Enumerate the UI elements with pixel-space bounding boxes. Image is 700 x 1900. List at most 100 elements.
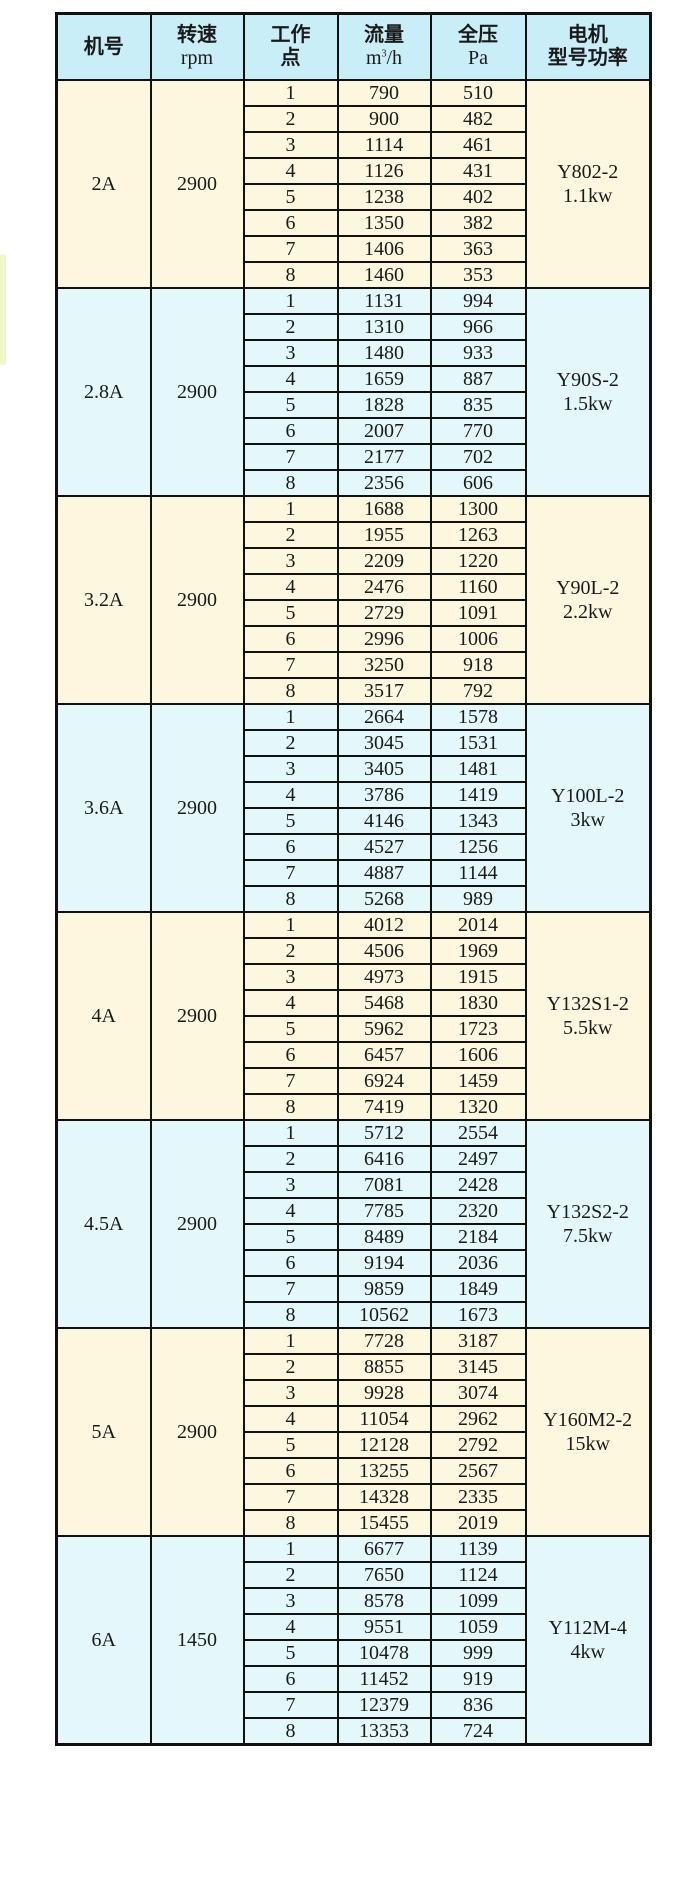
motor-type: Y90S-2 (556, 369, 619, 391)
table-row: 6 6457 1606 (57, 1041, 651, 1069)
flow-cell: 2177 (336, 443, 432, 471)
model-cell: 4.5A (55, 1119, 152, 1329)
point-cell: 2 (242, 105, 339, 133)
motor-cell: Y802-2 1.1kw (524, 79, 652, 289)
table-row: 7 9859 1849 (57, 1275, 651, 1303)
flow-cell: 4012 (336, 911, 432, 939)
table-row: 2 4506 1969 (57, 937, 651, 965)
pressure-cell: 431 (429, 157, 527, 185)
pressure-cell: 2014 (429, 911, 527, 939)
point-cell: 7 (242, 859, 339, 887)
table-row: 8 1460 353 (57, 261, 651, 289)
table-row: 4 11054 2962 (57, 1405, 651, 1433)
point-cell: 7 (242, 1275, 339, 1303)
flow-cell: 1406 (336, 235, 432, 263)
flow-cell: 1238 (336, 183, 432, 211)
motor-cell: Y100L-2 3kw (524, 703, 652, 913)
table-row: 3 4973 1915 (57, 963, 651, 991)
model-cell: 6A (55, 1535, 152, 1746)
pressure-cell: 1531 (429, 729, 527, 757)
pressure-cell: 1969 (429, 937, 527, 965)
pressure-cell: 835 (429, 391, 527, 419)
pressure-cell: 1144 (429, 859, 527, 887)
point-cell: 6 (242, 1249, 339, 1277)
flow-cell: 8578 (336, 1587, 432, 1615)
speed-cell: 2900 (149, 911, 245, 1121)
flow-cell: 9928 (336, 1379, 432, 1407)
table-row: 2 7650 1124 (57, 1561, 651, 1589)
motor-type: Y132S2-2 (546, 1201, 629, 1223)
point-cell: 5 (242, 807, 339, 835)
flow-cell: 2007 (336, 417, 432, 445)
motor-cell: Y90L-2 2.2kw (524, 495, 652, 705)
motor-type: Y132S1-2 (546, 993, 629, 1015)
pressure-cell: 918 (429, 651, 527, 679)
pressure-cell: 461 (429, 131, 527, 159)
point-cell: 6 (242, 209, 339, 237)
header-speed-unit: rpm (180, 47, 214, 69)
table-row: 4 7785 2320 (57, 1197, 651, 1225)
table-row: 7 6924 1459 (57, 1067, 651, 1095)
table-row: 6 9194 2036 (57, 1249, 651, 1277)
header-model: 机号 (55, 12, 152, 81)
point-cell: 2 (242, 313, 339, 341)
flow-cell: 13255 (336, 1457, 432, 1485)
table-row: 8 3517 792 (57, 677, 651, 705)
flow-cell: 7081 (336, 1171, 432, 1199)
point-cell: 1 (242, 1327, 339, 1355)
point-cell: 5 (242, 1639, 339, 1667)
flow-cell: 2356 (336, 469, 432, 497)
point-cell: 5 (242, 599, 339, 627)
table-row: 2 900 482 (57, 105, 651, 133)
pressure-cell: 1059 (429, 1613, 527, 1641)
table-row: 5 1238 402 (57, 183, 651, 211)
pressure-cell: 1723 (429, 1015, 527, 1043)
point-cell: 4 (242, 1613, 339, 1641)
flow-cell: 4527 (336, 833, 432, 861)
motor-type: Y90L-2 (556, 577, 620, 599)
pressure-cell: 2184 (429, 1223, 527, 1251)
pressure-cell: 1220 (429, 547, 527, 575)
fan-performance-table: 机号 转速 rpm 工作点 流量 m3/h 全压 Pa 电机 型号功率 2A 2900 1 7… (55, 12, 652, 1746)
point-cell: 8 (242, 1717, 339, 1746)
pressure-cell: 2019 (429, 1509, 527, 1537)
point-cell: 4 (242, 365, 339, 393)
flow-cell: 6457 (336, 1041, 432, 1069)
flow-cell: 9194 (336, 1249, 432, 1277)
header-point: 工作点 (242, 12, 339, 81)
point-cell: 7 (242, 1691, 339, 1719)
point-cell: 6 (242, 1665, 339, 1693)
pressure-cell: 2962 (429, 1405, 527, 1433)
table-row: 4 3786 1419 (57, 781, 651, 809)
pressure-cell: 482 (429, 105, 527, 133)
flow-cell: 1126 (336, 157, 432, 185)
pressure-cell: 919 (429, 1665, 527, 1693)
flow-cell: 7728 (336, 1327, 432, 1355)
pressure-cell: 1320 (429, 1093, 527, 1121)
pressure-cell: 2335 (429, 1483, 527, 1511)
flow-cell: 900 (336, 105, 432, 133)
point-cell: 6 (242, 417, 339, 445)
pressure-cell: 724 (429, 1717, 527, 1746)
flow-unit-exp: 3 (381, 48, 387, 60)
table-row: 8 2356 606 (57, 469, 651, 497)
header-point-line2: 点 (280, 47, 301, 69)
motor-power: 2.2kw (563, 601, 613, 623)
table-row: 7 2177 702 (57, 443, 651, 471)
pressure-cell: 792 (429, 677, 527, 705)
flow-cell: 11054 (336, 1405, 432, 1433)
flow-cell: 5712 (336, 1119, 432, 1147)
table-row: 4 5468 1830 (57, 989, 651, 1017)
model-cell: 5A (55, 1327, 152, 1537)
flow-cell: 11452 (336, 1665, 432, 1693)
point-cell: 7 (242, 1067, 339, 1095)
flow-cell: 12379 (336, 1691, 432, 1719)
pressure-cell: 2792 (429, 1431, 527, 1459)
point-cell: 8 (242, 885, 339, 913)
pressure-cell: 887 (429, 365, 527, 393)
flow-cell: 1659 (336, 365, 432, 393)
point-cell: 3 (242, 755, 339, 783)
pressure-cell: 1419 (429, 781, 527, 809)
pressure-cell: 382 (429, 209, 527, 237)
pressure-cell: 994 (429, 287, 527, 315)
